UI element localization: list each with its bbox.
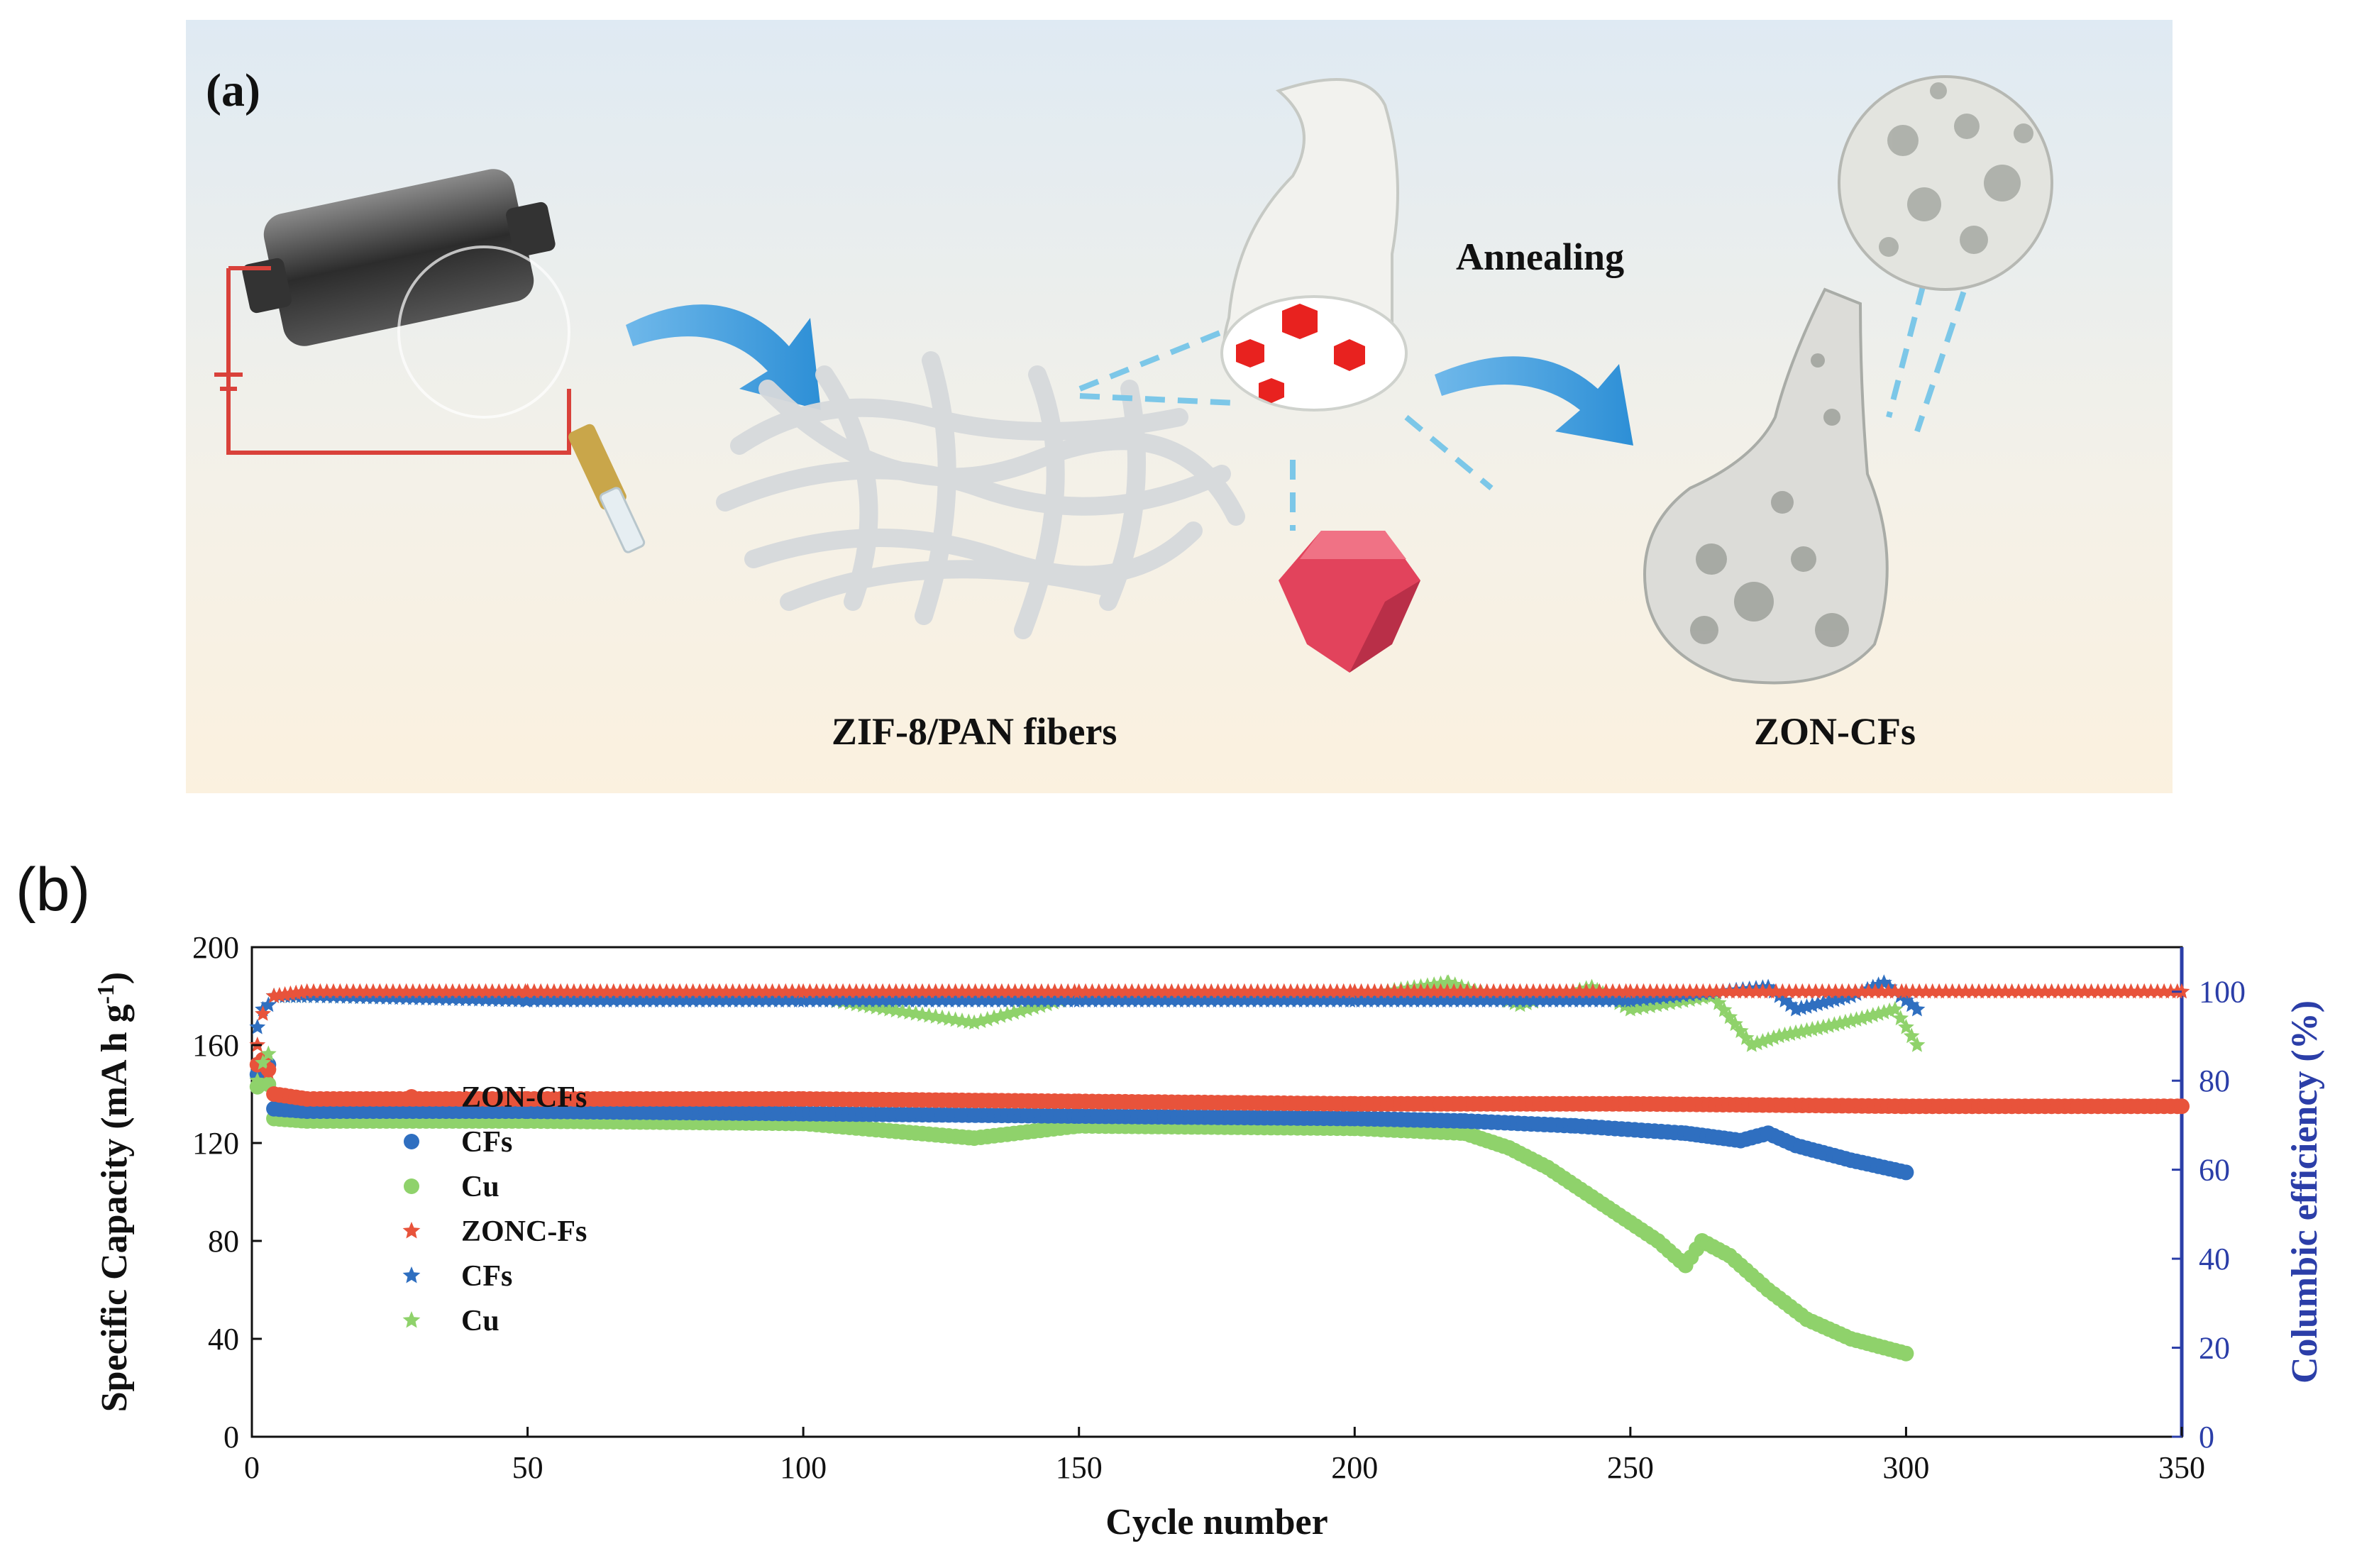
legend-label: CFs xyxy=(461,1126,512,1159)
y-tick-label: 160 xyxy=(192,1028,239,1063)
series-cfs-circle xyxy=(249,1056,1914,1181)
porous-sphere xyxy=(1838,75,2053,291)
legend-marker xyxy=(404,1178,419,1194)
data-point-star xyxy=(1887,1000,1904,1017)
annealing-arrow-icon xyxy=(1435,356,1633,446)
x-tick-label: 200 xyxy=(1331,1450,1378,1485)
plot-frame xyxy=(250,946,2183,1438)
y-axis-label-main: Specific Capacity (mA h g xyxy=(94,1004,135,1412)
y2-tick-label: 0 xyxy=(2199,1420,2214,1454)
cycling-chart: 0 50 100 150 200 250 300 3500408012016020002040… xyxy=(93,930,2325,1542)
y-axis-label-sup: -1 xyxy=(93,984,119,1004)
data-point xyxy=(2174,1098,2190,1115)
data-point-star xyxy=(255,1054,271,1070)
data-point-star xyxy=(260,1045,277,1061)
y-tick-label: 80 xyxy=(208,1224,239,1259)
legend-label: ZONC-Fs xyxy=(461,1215,587,1248)
y-axis-label: Specific Capacity (mA h g-1) xyxy=(93,972,135,1413)
y-tick-label: 200 xyxy=(192,930,239,965)
data-point-star xyxy=(1749,1034,1765,1051)
legend-marker xyxy=(404,1089,419,1105)
panel-a-label: (a) xyxy=(206,65,260,116)
legend-label: Cu xyxy=(461,1171,499,1203)
data-point-star xyxy=(1903,1027,1920,1044)
legend-entry: Cu xyxy=(402,1305,499,1337)
data-point-star xyxy=(260,996,277,1012)
data-point-star xyxy=(1909,1000,1926,1017)
legend-marker-star xyxy=(402,1266,421,1283)
data-point-star xyxy=(1755,1033,1771,1049)
x-tick-label: 350 xyxy=(2158,1450,2205,1485)
data-point-star xyxy=(255,1005,271,1021)
legend-marker xyxy=(404,1134,419,1149)
porous-carbon-fiber xyxy=(1643,287,1889,685)
data-point-star xyxy=(260,1063,277,1079)
legend-entry: ZONC-Fs xyxy=(402,1215,587,1248)
series-zon-cfs-circle xyxy=(249,1051,2190,1115)
legend-marker-star xyxy=(402,1311,421,1328)
annealing-label: Annealing xyxy=(1456,236,1624,278)
data-point xyxy=(1898,1164,1914,1181)
data-point-star xyxy=(249,1072,266,1088)
y-tick-label: 120 xyxy=(192,1126,239,1161)
data-point xyxy=(1898,1345,1914,1362)
panel-b-label: (b) xyxy=(16,856,91,924)
x-tick-label: 100 xyxy=(780,1450,827,1485)
caption-zif8-pan-fibers: ZIF-8/PAN fibers xyxy=(832,710,1117,753)
legend-entry: CFs xyxy=(404,1126,512,1159)
y2-tick-label: 60 xyxy=(2199,1153,2230,1188)
y-tick-label: 0 xyxy=(223,1420,239,1454)
y2-axis-label: Columbic efficiency (%) xyxy=(2285,1000,2325,1384)
x-tick-label: 300 xyxy=(1882,1450,1929,1485)
data-point-star xyxy=(1898,1018,1914,1034)
data-point-star xyxy=(1892,1010,1909,1026)
y2-tick-label: 40 xyxy=(2199,1242,2230,1276)
caption-zon-cfs: ZON-CFs xyxy=(1754,710,1916,753)
data-point-star xyxy=(1743,1037,1760,1052)
y2-tick-label: 80 xyxy=(2199,1064,2230,1098)
data-point-star xyxy=(1765,1029,1782,1045)
legend-entry: ZON-CFs xyxy=(404,1081,587,1114)
y2-tick-label: 20 xyxy=(2199,1331,2230,1366)
fiber-mat xyxy=(716,351,1245,639)
fiber-cross-section xyxy=(1220,78,1408,412)
x-tick-label: 250 xyxy=(1607,1450,1654,1485)
zif8-crystal-icon xyxy=(1279,531,1420,673)
y-tick-label: 40 xyxy=(208,1322,239,1357)
data-point-star xyxy=(1760,1031,1777,1047)
schematic-illustration: Annealing xyxy=(186,20,2173,793)
data-point-star xyxy=(1909,1037,1926,1052)
legend-label: ZON-CFs xyxy=(461,1081,587,1114)
series-zonc-fs-star xyxy=(249,983,2190,1079)
y2-tick-label: 100 xyxy=(2199,975,2246,1010)
x-tick-label: 0 xyxy=(244,1450,260,1485)
x-tick-label: 50 xyxy=(512,1450,543,1485)
y-axis-label-end: ) xyxy=(94,972,135,984)
legend-entry: Cu xyxy=(404,1171,499,1203)
x-axis-label: Cycle number xyxy=(1105,1502,1327,1542)
x-tick-label: 150 xyxy=(1056,1450,1103,1485)
electrospinning-drum xyxy=(214,169,646,553)
legend-label: CFs xyxy=(461,1260,512,1293)
legend-marker-star xyxy=(402,1222,421,1239)
legend-label: Cu xyxy=(461,1305,499,1337)
legend-entry: CFs xyxy=(402,1260,512,1293)
data-point-star xyxy=(249,1018,266,1034)
